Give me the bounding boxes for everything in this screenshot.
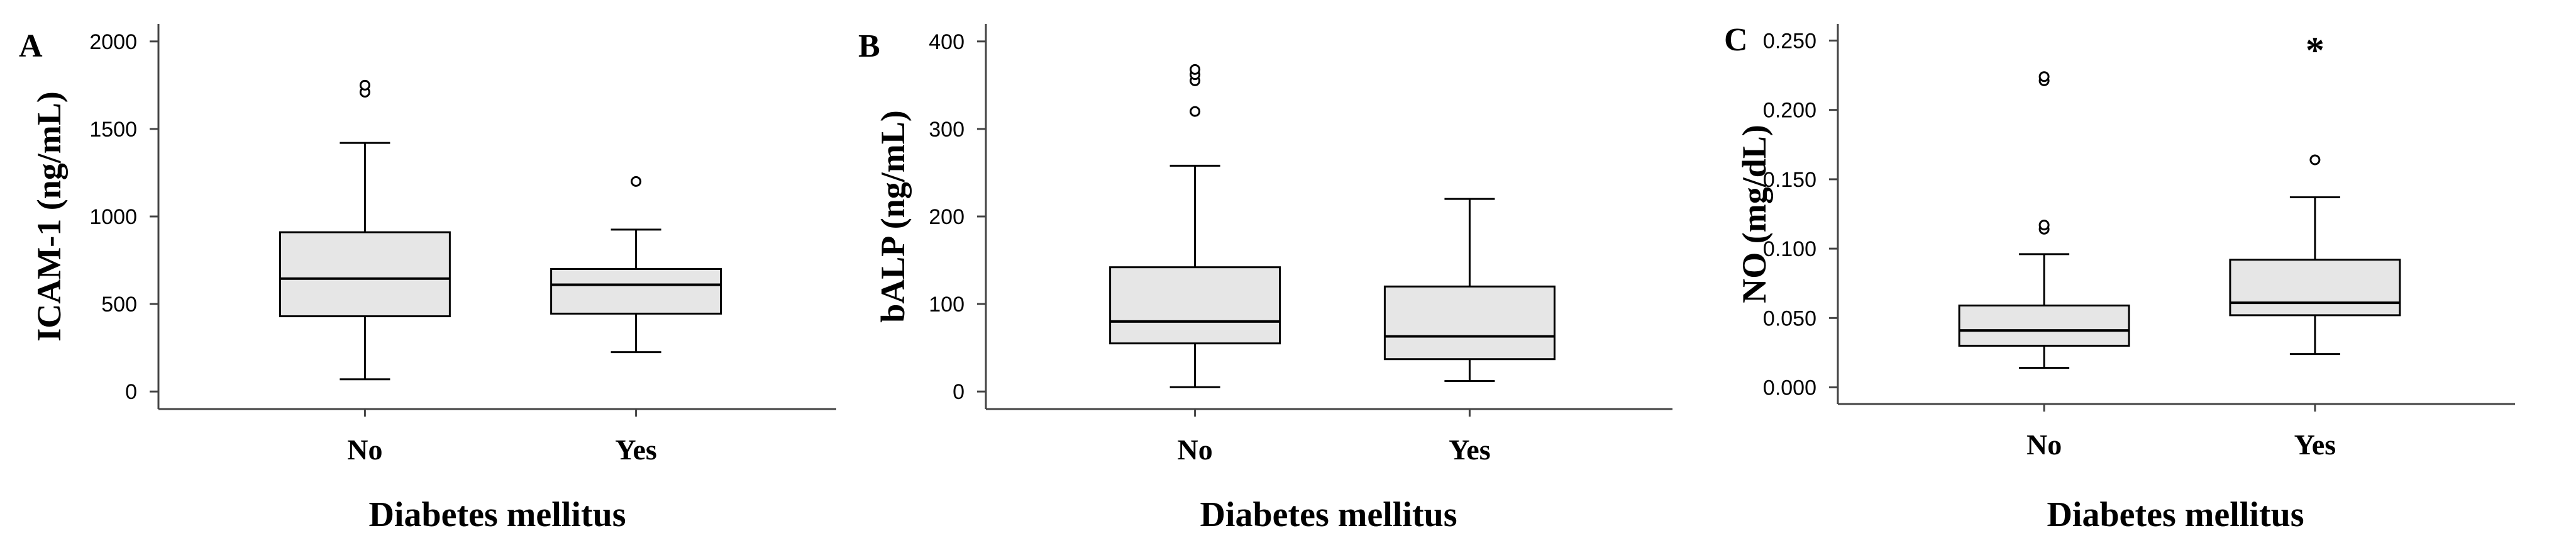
y-axis-label: ICAM-1 (ng/mL) bbox=[30, 91, 68, 341]
iqr-box bbox=[550, 267, 722, 315]
box-no: No bbox=[1958, 71, 2130, 461]
x-category-label: Yes bbox=[1449, 434, 1490, 466]
y-tick-label: 500 bbox=[101, 293, 137, 317]
x-axis-label: Diabetes mellitus bbox=[368, 495, 626, 534]
x-category-label: Yes bbox=[615, 434, 656, 466]
outlier-point bbox=[2309, 154, 2321, 166]
panel-letter: A bbox=[19, 28, 43, 64]
y-tick-label: 2000 bbox=[89, 30, 137, 54]
x-axis-label: Diabetes mellitus bbox=[1200, 495, 1457, 534]
x-category-label: No bbox=[1177, 434, 1212, 466]
y-tick-label: 0.050 bbox=[1763, 306, 1816, 330]
y-tick-label: 200 bbox=[929, 205, 965, 229]
x-category-label: No bbox=[347, 434, 382, 466]
panel-a: A 0 500 1000 1500 2000 ICAM-1 (ng/mL) Diabetes … bbox=[19, 24, 836, 534]
x-axis-label: Diabetes mellitus bbox=[2047, 495, 2304, 534]
outlier-point bbox=[1190, 64, 1201, 75]
significance-marker: * bbox=[2306, 30, 2324, 71]
iqr-box bbox=[2229, 259, 2401, 317]
x-category-label: No bbox=[2026, 429, 2062, 461]
y-tick-label: 0.000 bbox=[1763, 376, 1816, 400]
panel-c: C 0.000 0.050 0.100 0.150 0.200 0.250 NO (mg/dL… bbox=[1724, 22, 2515, 534]
outlier-point bbox=[1190, 106, 1201, 117]
y-tick-label: 0.200 bbox=[1763, 99, 1816, 123]
panel-letter: C bbox=[1724, 22, 1748, 58]
y-tick-label: 300 bbox=[929, 118, 965, 142]
y-tick-label: 0.100 bbox=[1763, 237, 1816, 261]
outlier-point bbox=[2038, 71, 2050, 82]
iqr-box bbox=[1958, 304, 2130, 347]
panel-letter: B bbox=[858, 28, 880, 64]
y-tick-label: 0 bbox=[125, 380, 137, 404]
iqr-box bbox=[1109, 266, 1281, 345]
x-category-label: Yes bbox=[2294, 429, 2336, 461]
y-axis-label: bALP (ng/mL) bbox=[874, 110, 912, 323]
y-tick-label: 0.150 bbox=[1763, 168, 1816, 192]
y-axis-label: NO (mg/dL) bbox=[1735, 125, 1773, 303]
box-no: No bbox=[1109, 64, 1281, 466]
y-tick-label: 100 bbox=[929, 293, 965, 317]
iqr-box bbox=[279, 231, 451, 318]
y-tick-label: 1000 bbox=[89, 205, 137, 229]
panel-b: B 0 100 200 300 400 bALP (ng/mL) Diabetes melli… bbox=[858, 24, 1672, 534]
outlier-point bbox=[631, 176, 642, 187]
y-tick-label: 400 bbox=[929, 30, 965, 54]
box-no: No bbox=[279, 79, 451, 466]
y-tick-label: 0 bbox=[953, 380, 965, 404]
box-yes: Yes bbox=[2229, 154, 2401, 461]
y-tick-label: 0.250 bbox=[1763, 29, 1816, 53]
box-yes: Yes bbox=[550, 176, 722, 466]
y-tick-label: 1500 bbox=[89, 118, 137, 142]
outlier-point bbox=[2038, 220, 2050, 231]
outlier-point bbox=[359, 79, 370, 91]
iqr-box bbox=[1383, 285, 1556, 361]
box-yes: Yes bbox=[1383, 198, 1556, 466]
